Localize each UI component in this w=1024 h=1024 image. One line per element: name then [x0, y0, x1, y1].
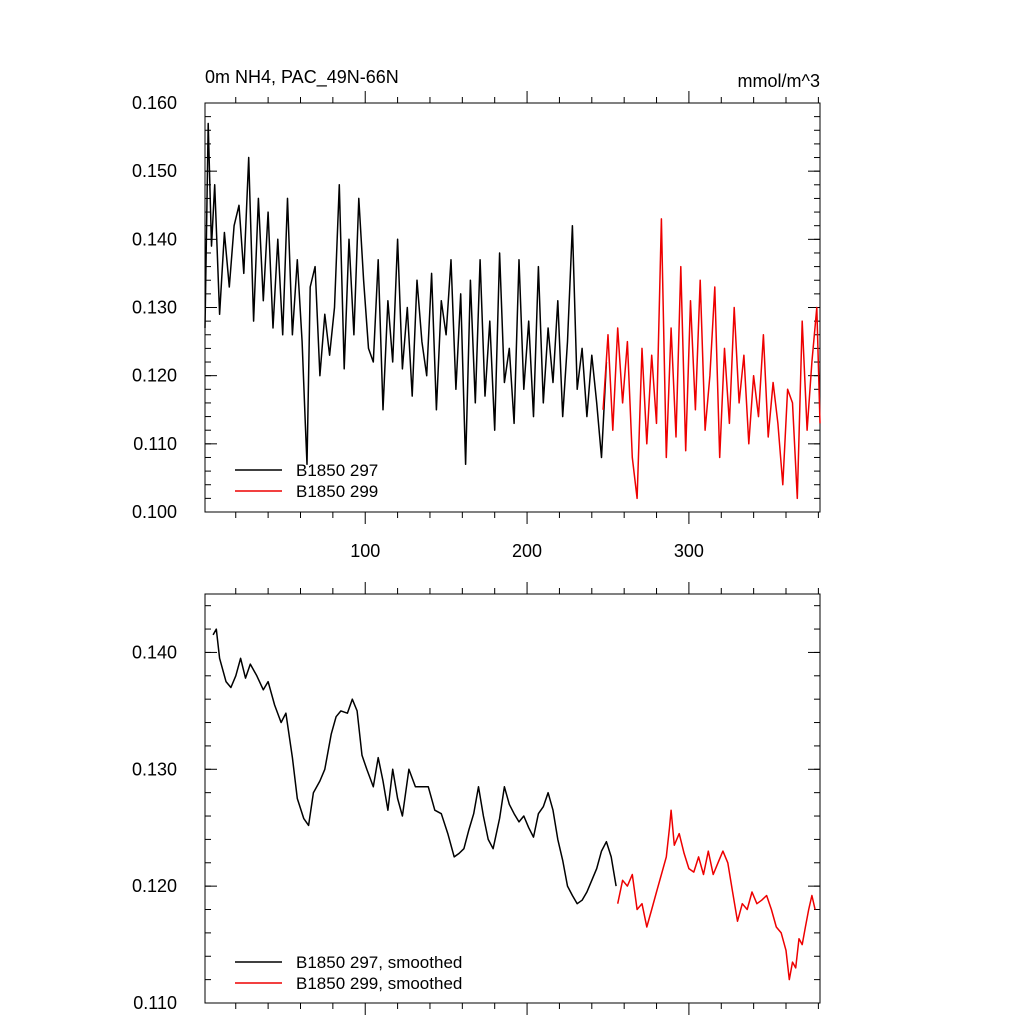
y-tick-label: 0.100 — [132, 502, 177, 522]
x-tick-label: 300 — [674, 541, 704, 561]
legend-label-b1850-299: B1850 299 — [296, 482, 378, 501]
top-chart-units: mmol/m^3 — [738, 71, 820, 91]
series-line-b1850-297-smoothed — [212, 628, 617, 905]
top-legend: B1850 297 B1850 299 — [235, 461, 378, 501]
y-tick-label: 0.120 — [132, 876, 177, 896]
bottom-legend: B1850 297, smoothed B1850 299, smoothed — [235, 953, 462, 993]
y-tick-label: 0.150 — [132, 161, 177, 181]
bottom-panel: 0.110 0.120 0.130 0.140 B1850 297, smoothed… — [132, 582, 821, 1015]
series-line-b1850-299 — [602, 218, 821, 500]
top-chart-title: 0m NH4, PAC_49N-66N — [205, 67, 399, 88]
top-panel: 0m NH4, PAC_49N-66N mmol/m^3 0.100 0.110 0… — [132, 67, 821, 561]
top-plot-frame — [204, 102, 821, 513]
legend-label-b1850-297: B1850 297 — [296, 461, 378, 480]
series-line-b1850-299-smoothed — [616, 809, 816, 981]
legend-label-b1850-299-smoothed: B1850 299, smoothed — [296, 974, 462, 993]
y-tick-label: 0.110 — [133, 434, 177, 454]
y-tick-label: 0.110 — [133, 993, 177, 1013]
bottom-plot-frame — [204, 593, 821, 1004]
y-tick-label: 0.160 — [132, 93, 177, 113]
legend-label-b1850-297-smoothed: B1850 297, smoothed — [296, 953, 462, 972]
y-tick-label: 0.130 — [132, 298, 177, 318]
y-tick-label: 0.120 — [132, 366, 177, 386]
y-tick-label: 0.140 — [132, 229, 177, 249]
x-tick-label: 200 — [512, 541, 542, 561]
x-tick-label: 100 — [350, 541, 380, 561]
series-line-b1850-297 — [204, 122, 608, 466]
y-tick-label: 0.140 — [132, 642, 177, 662]
y-tick-label: 0.130 — [132, 759, 177, 779]
